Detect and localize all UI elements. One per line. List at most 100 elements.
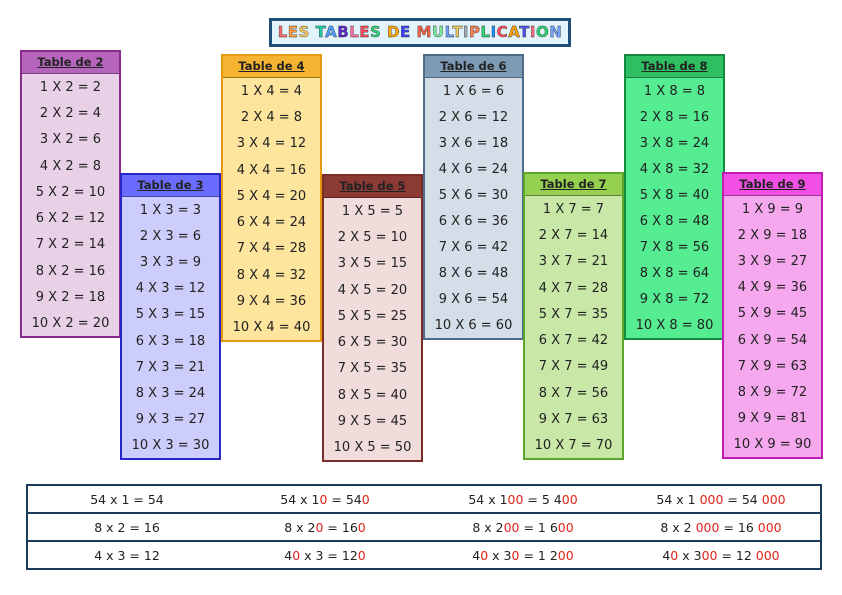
title-letter: D xyxy=(387,23,400,41)
table-row: 1 X 3 = 3 xyxy=(139,202,202,218)
cell-text: 54 x 1 xyxy=(280,492,320,507)
cell-text: 8 x 2 xyxy=(660,520,696,535)
table-row: 1 X 4 = 4 xyxy=(240,83,303,99)
bottom-cell: 54 x 100 = 5 400 xyxy=(424,486,622,512)
table-row: 4 X 7 = 28 xyxy=(538,280,609,296)
table-row: 9 X 2 = 18 xyxy=(35,290,106,306)
added-zeros: 0 xyxy=(315,520,324,535)
bottom-cell: 8 x 200 = 1 600 xyxy=(424,514,622,540)
added-zeros: 00 xyxy=(701,548,718,563)
cell-text: = 1 6 xyxy=(519,520,558,535)
table-row: 6 X 8 = 48 xyxy=(639,214,710,230)
bottom-row: 8 x 2 = 16 8 x 20 = 160 8 x 200 = 1 600 8 x… xyxy=(28,514,820,542)
table-row: 6 X 6 = 36 xyxy=(438,214,509,230)
table-row: 5 X 5 = 25 xyxy=(337,308,408,324)
bottom-cell: 4 x 3 = 12 xyxy=(28,542,226,570)
table-row: 5 X 3 = 15 xyxy=(135,307,206,323)
added-zeros: 0 xyxy=(319,492,328,507)
cell-text: = 12 xyxy=(717,548,756,563)
table-row: 6 X 9 = 54 xyxy=(737,332,808,348)
cell-text: 54 x 1 xyxy=(656,492,700,507)
added-zeros: 000 xyxy=(757,520,782,535)
table-row: 4 X 6 = 24 xyxy=(438,161,509,177)
table-row: 9 X 6 = 54 xyxy=(438,292,509,308)
table-row: 6 X 2 = 12 xyxy=(35,211,106,227)
table-row: 4 X 4 = 16 xyxy=(236,162,307,178)
cell-text: = 16 xyxy=(719,520,758,535)
table-row: 9 X 5 = 45 xyxy=(337,414,408,430)
title-letter: T xyxy=(519,23,530,41)
table-row: 5 X 6 = 30 xyxy=(438,187,509,203)
table-row: 8 X 9 = 72 xyxy=(737,384,808,400)
table-row: 10 X 3 = 30 xyxy=(131,438,210,454)
table-row: 10 X 7 = 70 xyxy=(534,438,613,454)
table-rows: 1 X 7 = 7 2 X 7 = 14 3 X 7 = 21 4 X 7 = 28 5… xyxy=(525,196,622,459)
table-row: 9 X 7 = 63 xyxy=(538,412,609,428)
added-zeros: 000 xyxy=(755,548,780,563)
cell-text: 4 x 3 = 12 xyxy=(94,548,160,563)
table-rows: 1 X 2 = 2 2 X 2 = 4 3 X 2 = 6 4 X 2 = 8 5 X … xyxy=(22,74,119,337)
table-heading: Table de 4 xyxy=(223,56,320,78)
cell-text: 4 xyxy=(284,548,293,563)
table-row: 5 X 4 = 20 xyxy=(236,188,307,204)
title-letter: P xyxy=(469,23,481,41)
table-row: 2 X 4 = 8 xyxy=(240,109,303,125)
table-row: 1 X 7 = 7 xyxy=(542,201,605,217)
table-row: 1 X 9 = 9 xyxy=(741,201,804,217)
added-zeros: 0 xyxy=(480,548,489,563)
title-letter: S xyxy=(298,23,310,41)
table-6: Table de 6 1 X 6 = 6 2 X 6 = 12 3 X 6 = 18… xyxy=(423,54,524,340)
added-zeros: 00 xyxy=(503,520,520,535)
cell-text: 54 x 1 xyxy=(468,492,508,507)
table-row: 7 X 2 = 14 xyxy=(35,237,106,253)
table-rows: 1 X 9 = 9 2 X 9 = 18 3 X 9 = 27 4 X 9 = 36 5… xyxy=(724,196,821,458)
bottom-cell: 40 x 30 = 1 200 xyxy=(424,542,622,570)
cell-text: 8 x 2 xyxy=(284,520,316,535)
title-letter: O xyxy=(535,23,550,41)
table-row: 5 X 7 = 35 xyxy=(538,306,609,322)
table-row: 8 X 5 = 40 xyxy=(337,387,408,403)
title-letter: E xyxy=(359,23,370,41)
bottom-cell: 40 x 300 = 12 000 xyxy=(622,542,820,570)
table-row: 2 X 5 = 10 xyxy=(337,229,408,245)
added-zeros: 000 xyxy=(761,492,786,507)
cell-text: = 54 xyxy=(723,492,762,507)
added-zeros: 00 xyxy=(557,548,574,563)
table-row: 2 X 7 = 14 xyxy=(538,227,609,243)
table-rows: 1 X 8 = 8 2 X 8 = 16 3 X 8 = 24 4 X 8 = 32 5… xyxy=(626,78,723,339)
added-zeros: 0 xyxy=(670,548,679,563)
table-2: Table de 2 1 X 2 = 2 2 X 2 = 4 3 X 2 = 6 4 … xyxy=(20,50,121,338)
table-7: Table de 7 1 X 7 = 7 2 X 7 = 14 3 X 7 = 21… xyxy=(523,172,624,460)
table-row: 10 X 5 = 50 xyxy=(333,440,412,456)
table-row: 2 X 9 = 18 xyxy=(737,227,808,243)
table-row: 8 X 4 = 32 xyxy=(236,267,307,283)
title-letter: L xyxy=(277,23,288,41)
table-9: Table de 9 1 X 9 = 9 2 X 9 = 18 3 X 9 = 27… xyxy=(722,172,823,459)
cell-text: 54 x 1 = 54 xyxy=(90,492,164,507)
table-row: 3 X 6 = 18 xyxy=(438,135,509,151)
table-row: 5 X 9 = 45 xyxy=(737,306,808,322)
table-row: 8 X 6 = 48 xyxy=(438,266,509,282)
table-row: 9 X 8 = 72 xyxy=(639,292,710,308)
table-row: 8 X 7 = 56 xyxy=(538,385,609,401)
page-title: LES TABLES DE MULTIPLICATION xyxy=(269,18,571,47)
table-heading: Table de 7 xyxy=(525,174,622,196)
title-letter: T xyxy=(315,23,326,41)
table-row: 10 X 6 = 60 xyxy=(434,318,513,334)
table-row: 10 X 2 = 20 xyxy=(31,316,110,332)
table-row: 3 X 4 = 12 xyxy=(236,136,307,152)
title-letter: I xyxy=(462,23,470,41)
table-row: 7 X 4 = 28 xyxy=(236,241,307,257)
table-row: 3 X 9 = 27 xyxy=(737,253,808,269)
title-letter: L xyxy=(444,23,453,41)
table-heading: Table de 3 xyxy=(122,175,219,197)
table-row: 3 X 8 = 24 xyxy=(639,135,710,151)
cell-text: = 5 4 xyxy=(523,492,562,507)
title-letter: S xyxy=(370,23,382,41)
table-row: 6 X 7 = 42 xyxy=(538,333,609,349)
title-letter: C xyxy=(496,23,509,41)
title-letter: M xyxy=(416,23,432,41)
added-zeros: 0 xyxy=(511,548,520,563)
bottom-row: 54 x 1 = 54 54 x 10 = 540 54 x 100 = 5 400… xyxy=(28,486,820,514)
table-row: 6 X 5 = 30 xyxy=(337,335,408,351)
